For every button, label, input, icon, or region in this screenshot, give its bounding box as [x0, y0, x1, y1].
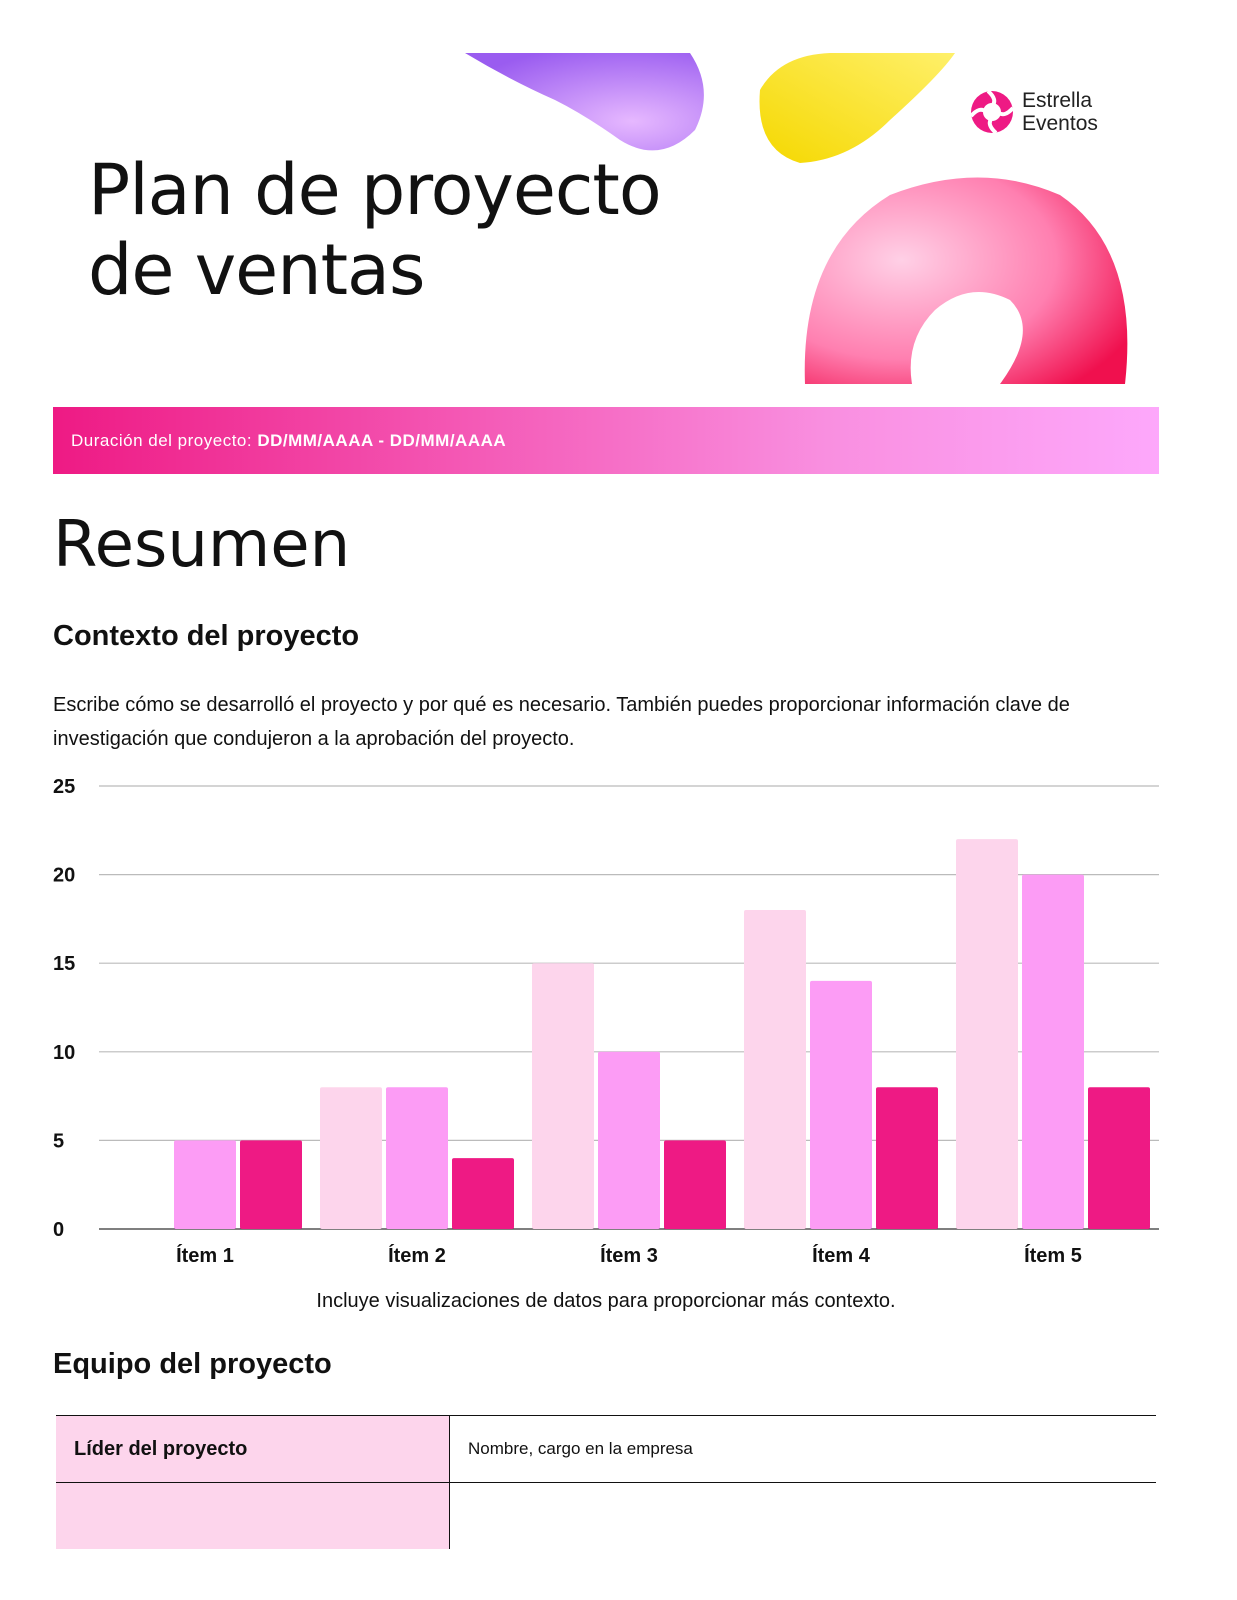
chart-caption: Incluye visualizaciones de datos para pr…: [316, 1290, 896, 1312]
y-tick-label: 5: [53, 1130, 64, 1152]
table-cell: Nombre, cargo en la empresa: [449, 1415, 1156, 1483]
table-cell: [56, 1482, 450, 1549]
y-tick-label: 25: [53, 776, 75, 798]
x-tick-label: Ítem 3: [600, 1244, 658, 1267]
y-tick-label: 15: [53, 953, 75, 975]
bar: [810, 980, 872, 1229]
x-tick-label: Ítem 2: [388, 1244, 446, 1267]
chart: 0 5 10 15 20 25 Ítem 1 Ítem 2 Ítem 3 Ítem 4 Ítem 5: [53, 776, 1159, 1267]
x-tick-label: Ítem 4: [812, 1244, 871, 1267]
bar: [876, 1087, 938, 1229]
title-line: de ventas: [88, 229, 425, 311]
bar: [174, 1140, 236, 1229]
x-tick-label: Ítem 5: [1024, 1244, 1082, 1267]
title-line: Plan de proyecto: [88, 149, 662, 231]
bar: [664, 1140, 726, 1229]
subheading: Contexto del proyecto: [53, 620, 360, 652]
banner-label: Duración del proyecto:: [71, 431, 253, 450]
bar: [452, 1158, 514, 1229]
y-tick-label: 10: [53, 1042, 75, 1064]
pink-torus: [804, 177, 1128, 384]
duration-banner: Duración del proyecto: DD/MM/AAAA - DD/M…: [53, 407, 1159, 474]
logo-text: Eventos: [1022, 112, 1098, 135]
bar: [1088, 1087, 1150, 1229]
purple-blob: [465, 53, 704, 151]
table-cell: [449, 1482, 1156, 1549]
bar: [532, 963, 594, 1229]
bar: [956, 839, 1018, 1229]
bar: [598, 1051, 660, 1229]
bar: [320, 1087, 382, 1229]
bar: [1022, 874, 1084, 1229]
yellow-blob: [759, 53, 955, 163]
x-tick-label: Ítem 1: [176, 1244, 234, 1267]
logo-text: Estrella: [1022, 89, 1092, 112]
bar: [240, 1140, 302, 1229]
title: Plan de proyecto de ventas: [88, 149, 662, 311]
heading: Resumen: [53, 508, 351, 582]
decorations: Estrella Eventos: [465, 53, 1128, 384]
y-tick-label: 0: [53, 1219, 64, 1241]
bar: [744, 910, 806, 1229]
paragraph: Escribe cómo se desarrolló el proyecto y…: [53, 694, 1070, 750]
bar: [386, 1087, 448, 1229]
subheading: Equipo del proyecto: [53, 1348, 332, 1380]
logo-icon: [969, 89, 1015, 135]
banner-dates: DD/MM/AAAA - DD/MM/AAAA: [257, 431, 507, 450]
table-cell: Líder del proyecto: [56, 1415, 450, 1483]
y-tick-label: 20: [53, 865, 75, 887]
team-table: Líder del proyecto Nombre, cargo en la em…: [56, 1415, 1156, 1549]
